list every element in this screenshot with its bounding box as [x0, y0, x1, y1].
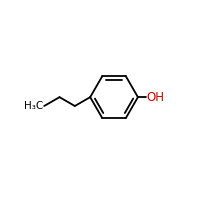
Text: H₃C: H₃C: [24, 101, 44, 111]
Text: OH: OH: [146, 91, 164, 104]
